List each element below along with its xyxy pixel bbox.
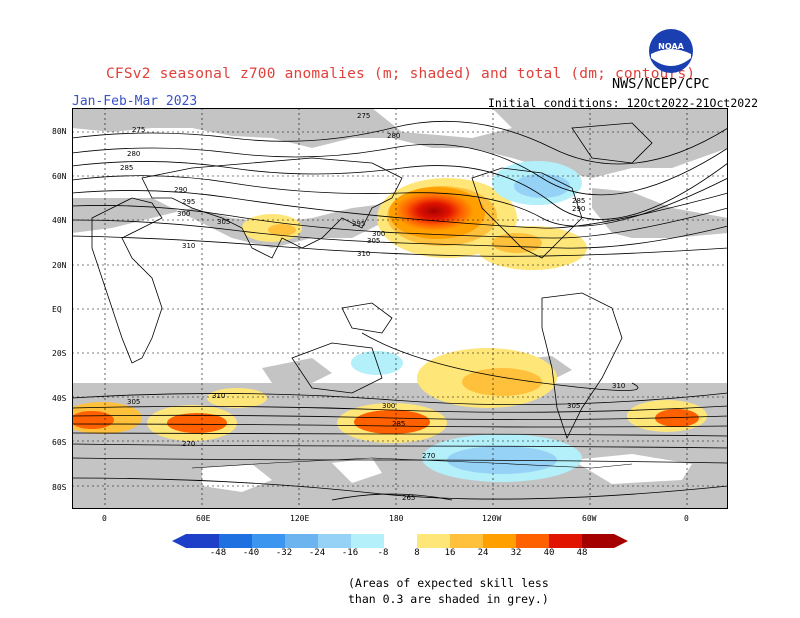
svg-text:305: 305 [367, 237, 380, 245]
map-title: CFSv2 seasonal z700 anomalies (m; shaded… [106, 66, 696, 82]
lon-label-180: 180 [389, 514, 404, 523]
lon-label-0: 0 [102, 514, 107, 523]
svg-text:275: 275 [132, 126, 145, 134]
anomaly-map: 275 275 280 280 285 285 290 290 295 295 … [72, 108, 728, 509]
colorbar-tick: 48 [576, 548, 588, 558]
svg-text:305: 305 [217, 218, 230, 226]
svg-text:265: 265 [402, 494, 415, 502]
lat-label-80s: 80S [52, 483, 67, 492]
svg-text:275: 275 [357, 112, 370, 120]
colorbar-tick: 16 [444, 548, 456, 558]
svg-text:280: 280 [387, 132, 400, 140]
height-contours [72, 120, 728, 501]
svg-text:300: 300 [177, 210, 190, 218]
skill-footnote-line1: (Areas of expected skill less [348, 576, 549, 590]
svg-text:295: 295 [352, 220, 365, 228]
colorbar-tick: 24 [477, 548, 489, 558]
svg-text:300: 300 [372, 230, 385, 238]
svg-text:305: 305 [567, 402, 580, 410]
colorbar-tick: -32 [275, 548, 293, 558]
colorbar-tick: -16 [341, 548, 359, 558]
svg-text:NOAA: NOAA [658, 42, 684, 51]
lon-label-60w: 60W [582, 514, 597, 523]
svg-text:310: 310 [212, 392, 225, 400]
svg-text:295: 295 [182, 198, 195, 206]
svg-text:300: 300 [382, 402, 395, 410]
lon-label-120e: 120E [290, 514, 310, 523]
svg-text:310: 310 [612, 382, 625, 390]
graticule [72, 108, 728, 509]
lat-label-60n: 60N [52, 172, 67, 181]
map-panel: 275 275 280 280 285 285 290 290 295 295 … [72, 108, 728, 509]
lat-label-80n: 80N [52, 127, 67, 136]
skill-footnote-line2: than 0.3 are shaded in grey.) [348, 592, 549, 606]
lat-label-20n: 20N [52, 261, 67, 270]
svg-text:285: 285 [572, 197, 585, 205]
svg-text:290: 290 [174, 186, 187, 194]
svg-text:280: 280 [127, 150, 140, 158]
colorbar-tick: 8 [414, 548, 420, 558]
colorbar-tick: -8 [377, 548, 389, 558]
colorbar-tick: -24 [308, 548, 326, 558]
svg-text:285: 285 [392, 420, 405, 428]
lon-label-120w: 120W [482, 514, 502, 523]
lat-label-20s: 20S [52, 349, 67, 358]
lon-label-60e: 60E [196, 514, 211, 523]
lat-label-40n: 40N [52, 216, 67, 225]
colorbar-tick: -40 [242, 548, 260, 558]
initial-conditions-label: Initial conditions: 12Oct2022-21Oct2022 [488, 96, 759, 110]
svg-text:290: 290 [572, 205, 585, 213]
svg-text:270: 270 [182, 440, 195, 448]
season-label: Jan-Feb-Mar 2023 [72, 94, 198, 109]
svg-text:285: 285 [120, 164, 133, 172]
noaa-logo-icon: NOAA [649, 29, 693, 73]
colorbar-tick: 32 [510, 548, 522, 558]
organization-label: NWS/NCEP/CPC [612, 76, 710, 92]
lon-label-0-east: 0 [684, 514, 689, 523]
colorbar-tick: -48 [209, 548, 227, 558]
lat-label-60s: 60S [52, 438, 67, 447]
lat-label-40s: 40S [52, 394, 67, 403]
contour-labels: 275 275 280 280 285 285 290 290 295 295 … [120, 112, 625, 502]
svg-text:310: 310 [357, 250, 370, 258]
anomaly-shading [72, 161, 707, 482]
lat-label-eq: EQ [52, 305, 62, 314]
svg-text:305: 305 [127, 398, 140, 406]
svg-text:270: 270 [422, 452, 435, 460]
svg-text:310: 310 [182, 242, 195, 250]
colorbar [172, 534, 628, 548]
colorbar-tick: 40 [543, 548, 555, 558]
